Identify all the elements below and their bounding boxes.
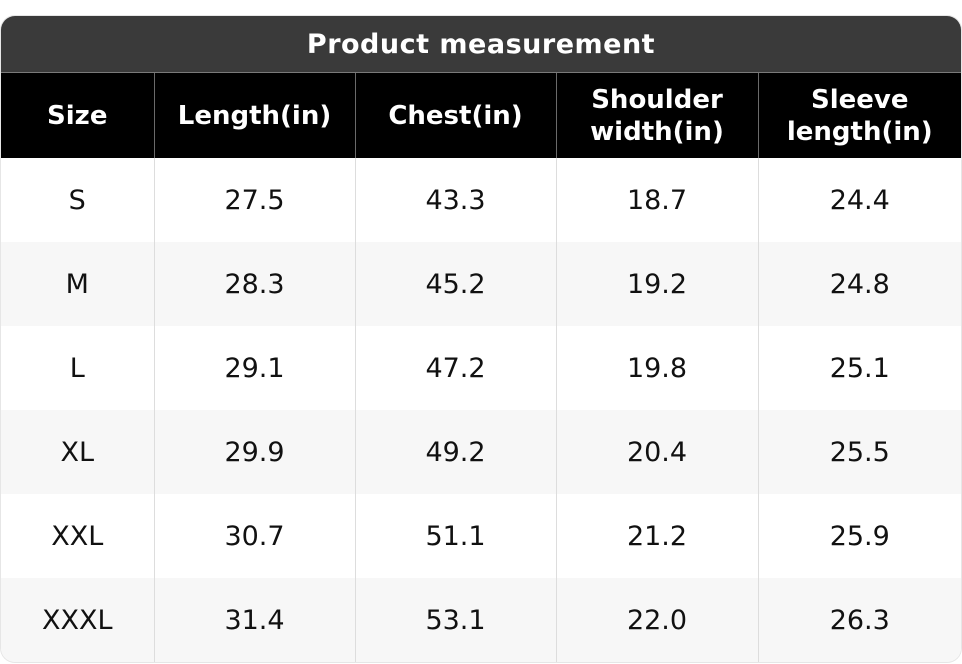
- cell-size: S: [1, 158, 154, 242]
- table-row: M 28.3 45.2 19.2 24.8: [1, 242, 961, 326]
- cell-shoulder-width: 18.7: [555, 158, 758, 242]
- cell-sleeve-length: 25.1: [757, 326, 961, 410]
- cell-sleeve-length: 25.9: [757, 494, 961, 578]
- table-header: Size Length(in) Chest(in) Shoulder width…: [1, 73, 961, 158]
- cell-length: 30.7: [153, 494, 355, 578]
- column-header-sleeve-length: Sleeve length(in): [757, 73, 961, 158]
- header-row: Size Length(in) Chest(in) Shoulder width…: [1, 73, 961, 158]
- cell-length: 28.3: [153, 242, 355, 326]
- cell-chest: 43.3: [354, 158, 556, 242]
- table-row: S 27.5 43.3 18.7 24.4: [1, 158, 961, 242]
- size-chart-card: Product measurement Size Length(in) Ches…: [1, 16, 961, 662]
- cell-size: XXXL: [1, 578, 154, 662]
- cell-shoulder-width: 19.2: [555, 242, 758, 326]
- cell-chest: 53.1: [354, 578, 556, 662]
- cell-length: 31.4: [153, 578, 355, 662]
- cell-size: L: [1, 326, 154, 410]
- cell-chest: 47.2: [354, 326, 556, 410]
- cell-length: 27.5: [153, 158, 355, 242]
- cell-size: XL: [1, 410, 154, 494]
- column-header-length: Length(in): [153, 73, 355, 158]
- table-row: XXL 30.7 51.1 21.2 25.9: [1, 494, 961, 578]
- table-title: Product measurement: [1, 16, 961, 73]
- cell-length: 29.1: [153, 326, 355, 410]
- cell-length: 29.9: [153, 410, 355, 494]
- cell-shoulder-width: 19.8: [555, 326, 758, 410]
- table-row: XXXL 31.4 53.1 22.0 26.3: [1, 578, 961, 662]
- table-row: XL 29.9 49.2 20.4 25.5: [1, 410, 961, 494]
- column-header-shoulder-width: Shoulder width(in): [555, 73, 758, 158]
- measurement-table: Size Length(in) Chest(in) Shoulder width…: [1, 73, 961, 662]
- cell-size: XXL: [1, 494, 154, 578]
- cell-shoulder-width: 21.2: [555, 494, 758, 578]
- table-body: S 27.5 43.3 18.7 24.4 M 28.3 45.2 19.2 2…: [1, 158, 961, 662]
- column-header-chest: Chest(in): [354, 73, 556, 158]
- cell-chest: 51.1: [354, 494, 556, 578]
- cell-sleeve-length: 24.4: [757, 158, 961, 242]
- cell-shoulder-width: 20.4: [555, 410, 758, 494]
- cell-sleeve-length: 24.8: [757, 242, 961, 326]
- cell-shoulder-width: 22.0: [555, 578, 758, 662]
- column-header-size: Size: [1, 73, 154, 158]
- cell-chest: 45.2: [354, 242, 556, 326]
- cell-sleeve-length: 26.3: [757, 578, 961, 662]
- table-row: L 29.1 47.2 19.8 25.1: [1, 326, 961, 410]
- cell-sleeve-length: 25.5: [757, 410, 961, 494]
- cell-chest: 49.2: [354, 410, 556, 494]
- cell-size: M: [1, 242, 154, 326]
